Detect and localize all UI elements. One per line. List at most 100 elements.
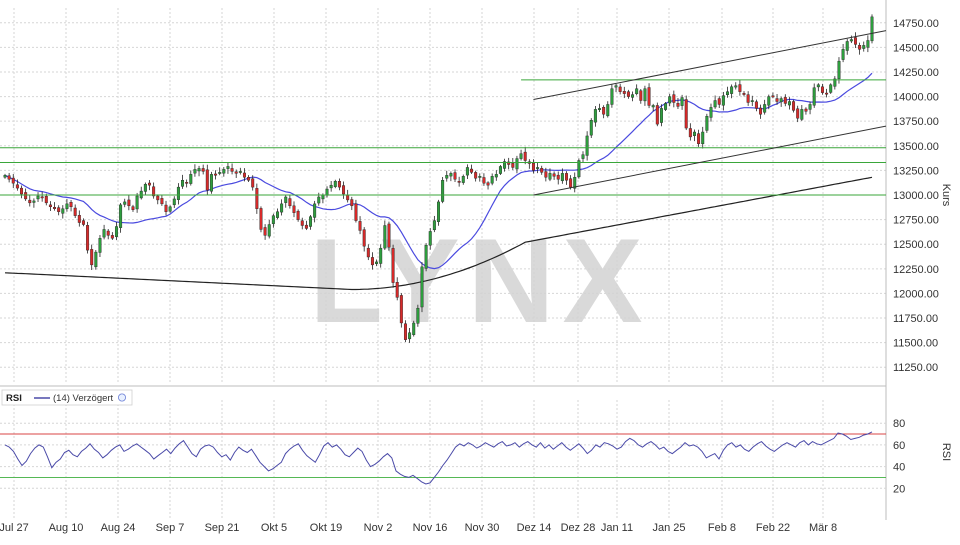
candle-body [779,98,783,103]
candle-body [205,169,209,191]
candle-body [94,251,98,268]
candle-body [420,266,424,308]
candle-body [614,85,618,88]
x-tick-label: Nov 30 [465,522,500,534]
candle-body [701,131,705,145]
candle-body [680,97,684,106]
candle-body [664,103,668,110]
candle-body [792,101,796,111]
candle-body [350,199,354,207]
x-tick-label: Mär 8 [809,522,837,534]
grid-layer [0,0,887,520]
candle-body [721,95,725,106]
candle-body [416,307,420,324]
candle-body [102,229,106,238]
candle-body [531,162,535,171]
candle-body [119,204,123,228]
candle-body [659,108,663,123]
candle-body [709,107,713,118]
candle-body [796,108,800,119]
x-tick-label: Jan 11 [601,522,633,534]
candle-body [44,195,48,204]
candle-body [164,204,168,212]
candle-body [148,182,151,186]
candle-body [193,169,197,174]
candle-body [618,86,622,92]
candle-body [482,177,486,184]
candle-body [589,119,593,136]
x-tick-label: Jul 27 [0,522,29,534]
candle-body [651,105,655,108]
candle-body [57,207,61,212]
candle-body [181,180,185,187]
candle-body [333,181,337,187]
candle-body [387,223,391,248]
candle-body [432,220,436,231]
candle-body [69,202,73,208]
candle-body [585,135,589,156]
candle-body [77,215,81,223]
candle-body [713,100,717,108]
candle-body [569,178,573,188]
candle-body [474,172,478,179]
price-tick-label: 13500.00 [893,141,939,153]
candle-body [123,201,127,205]
watermark: LYNX [309,214,650,348]
candle-body [705,116,709,131]
candle-body [445,175,449,179]
candle-body [734,85,738,88]
candle-body [610,88,614,105]
candle-body [321,194,325,200]
x-tick-label: Feb 22 [756,522,790,534]
candle-body [127,199,131,207]
candle-body [668,96,672,104]
candle-body [515,158,519,170]
price-tick-label: 14250.00 [893,67,939,79]
candle-body [292,205,296,213]
candle-body [536,167,540,169]
candle-body [676,103,680,107]
candle-body [48,204,52,208]
candle-body [152,186,156,197]
candle-body [36,195,40,200]
candle-body [565,173,568,181]
candle-body [160,198,164,205]
x-tick-label: Sep 7 [156,522,185,534]
candle-body [304,224,308,229]
rsi-line [4,431,873,485]
candle-body [209,174,213,192]
rsi-legend-label: (14) Verzögert [53,393,114,404]
candle-body [61,208,65,214]
candle-body [366,247,370,258]
candle-body [841,49,845,60]
candle-body [626,91,630,97]
candle-body [552,173,556,177]
rsi-panel: 80 60 40 20 RSI RSI (14) Verzögert [0,389,952,495]
candle-body [267,224,271,237]
candle-body [606,104,610,117]
candle-body [622,91,626,94]
candle-body [110,235,114,239]
candle-body [317,196,321,204]
candle-body [156,195,160,201]
rsi-axis-title: RSI [940,443,952,461]
candle-body [238,171,242,173]
candle-body [24,192,28,200]
indicator-lines [4,72,873,291]
candle-body [358,221,362,231]
price-tick-label: 14500.00 [893,42,939,54]
candle-body [98,238,102,253]
candle-body [672,94,676,103]
x-tick-label: Nov 2 [364,522,393,534]
candle-body [441,180,445,202]
candle-body [379,247,383,264]
candle-body [437,201,440,222]
candle-body [73,207,77,216]
candle-body [544,171,548,178]
candle-body [408,332,412,340]
candle-body [325,188,329,196]
candle-body [833,78,837,87]
candle-body [639,90,643,101]
candle-body [478,176,482,178]
candle-body [53,207,57,209]
